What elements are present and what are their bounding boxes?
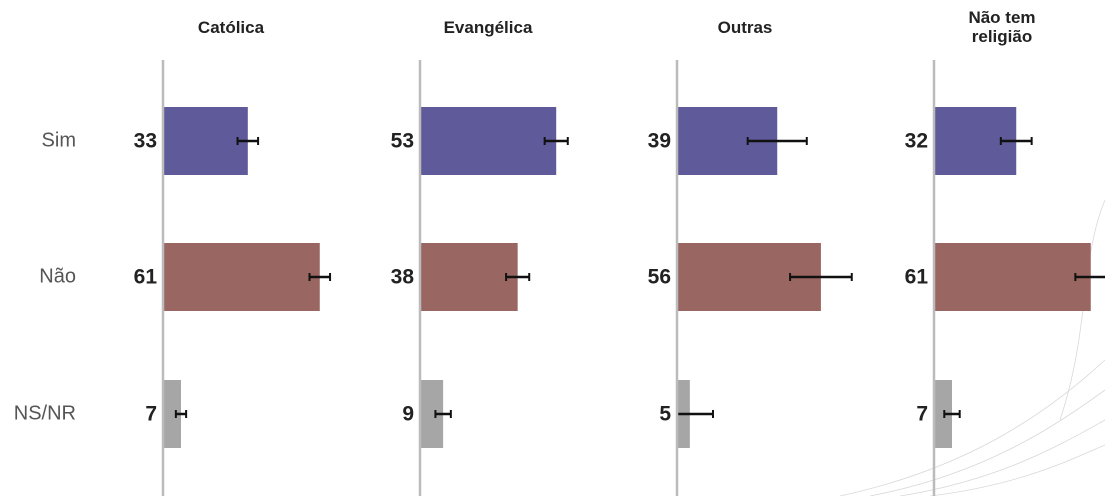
bar (934, 243, 1091, 311)
value-label: 9 (402, 403, 414, 426)
value-label: 38 (391, 266, 415, 289)
value-label: 7 (145, 403, 157, 426)
category-label: Não (39, 265, 76, 287)
value-label: 53 (391, 130, 414, 153)
value-label: 5 (659, 403, 671, 426)
category-label: Sim (42, 129, 76, 151)
value-label: 39 (648, 130, 671, 153)
category-label: NS/NR (14, 402, 76, 424)
bar (934, 380, 952, 448)
value-label: 61 (905, 266, 929, 289)
value-label: 32 (905, 130, 928, 153)
bar (163, 107, 248, 175)
value-label: 61 (134, 266, 158, 289)
bar (420, 107, 557, 175)
bar (163, 380, 181, 448)
panel-title: Outras (717, 18, 773, 37)
panel-title: Católica (197, 18, 265, 37)
value-label: 56 (648, 266, 671, 289)
bar (420, 380, 444, 448)
panel-title: Não tem religião (968, 8, 1036, 46)
value-label: 33 (134, 130, 157, 153)
value-label: 7 (916, 403, 928, 426)
bar (163, 243, 320, 311)
panel-title: Evangélica (443, 18, 533, 37)
bar (420, 243, 518, 311)
